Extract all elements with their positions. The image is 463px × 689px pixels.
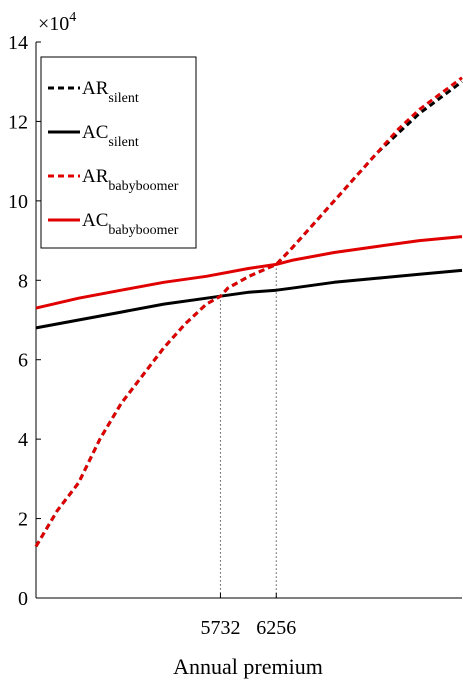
series-line-ac-silent bbox=[35, 268, 463, 330]
y-tick-label: 14 bbox=[8, 32, 28, 54]
series-lines bbox=[34, 76, 463, 548]
legend-entry: ARbabyboomer bbox=[82, 166, 179, 194]
series-line-ac-babyboomer bbox=[35, 235, 463, 310]
y-axis-exponent: ×104 bbox=[38, 10, 76, 35]
legend-box bbox=[40, 56, 197, 249]
vertical-markers bbox=[219, 264, 277, 598]
y-tick-label: 12 bbox=[8, 111, 28, 133]
tick-labels: 0 2 4 6 8 10 12 14 5732 6256 bbox=[8, 32, 296, 639]
y-tick-label: 10 bbox=[8, 191, 28, 213]
series-line-ar-babyboomer bbox=[34, 76, 463, 548]
y-tick-label: 6 bbox=[18, 350, 28, 372]
y-tick-label: 8 bbox=[18, 270, 28, 292]
legend-entry: ARsilent bbox=[82, 78, 139, 106]
x-axis-label: Annual premium bbox=[173, 654, 323, 679]
y-tick-label: 0 bbox=[18, 588, 28, 610]
y-tick-label: 2 bbox=[18, 509, 28, 531]
y-exponent-base: ×10 bbox=[38, 13, 69, 35]
legend-entry: ACsilent bbox=[82, 122, 139, 150]
x-tick-label: 5732 bbox=[200, 617, 240, 639]
legend: ARsilent ACsilent ARbabyboomer ACbabyboomer bbox=[40, 56, 197, 249]
y-tick-label: 4 bbox=[18, 429, 28, 451]
axes bbox=[35, 42, 462, 599]
y-exponent-power: 4 bbox=[69, 10, 76, 25]
x-tick-label: 6256 bbox=[256, 617, 296, 639]
legend-entry: ACbabyboomer bbox=[82, 210, 179, 238]
